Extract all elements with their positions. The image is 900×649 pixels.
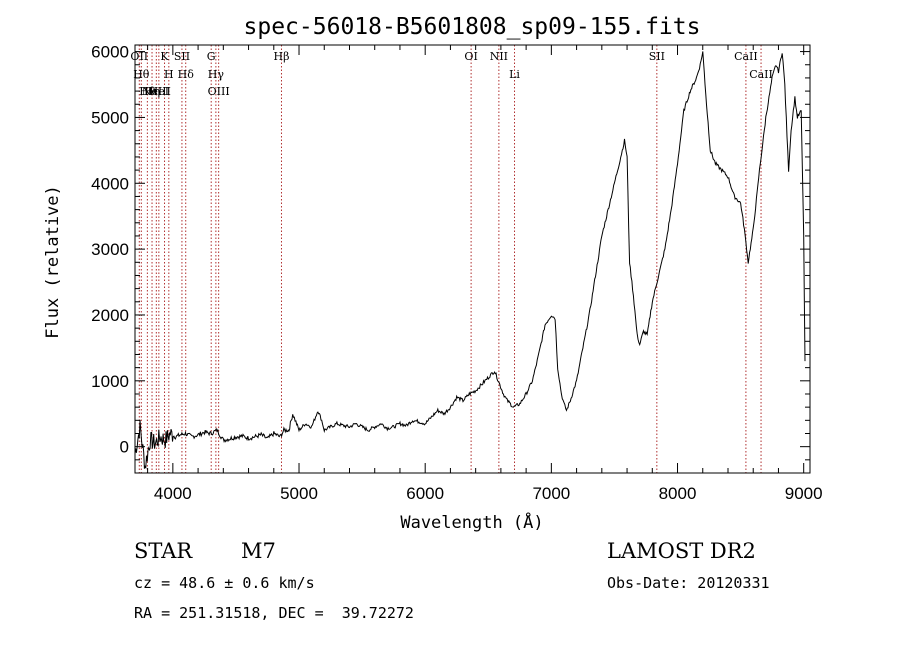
spectrum-line bbox=[134, 51, 806, 470]
spectral-line-markers bbox=[138, 45, 762, 473]
y-tick-label-5: 5000 bbox=[91, 108, 129, 127]
spectral-subclass: M7 bbox=[241, 539, 276, 563]
line-label-9: Hδ bbox=[178, 68, 195, 81]
y-tick-label-3: 3000 bbox=[91, 240, 129, 259]
x-tick-label-5: 9000 bbox=[785, 484, 823, 503]
line-label-13: Hβ bbox=[274, 50, 290, 63]
line-label-17: SII bbox=[649, 50, 665, 63]
x-tick-label-4: 8000 bbox=[659, 484, 697, 503]
observation-date: Obs-Date: 20120331 bbox=[607, 574, 770, 592]
y-tick-label-0: 0 bbox=[120, 438, 129, 457]
line-label-6: K bbox=[160, 50, 169, 63]
object-type: STAR bbox=[134, 539, 193, 563]
survey-name: LAMOST DR2 bbox=[607, 539, 756, 563]
y-tick-label-2: 2000 bbox=[91, 306, 129, 325]
redshift-velocity: cz = 48.6 ± 0.6 km/s bbox=[134, 574, 315, 592]
chart-title: spec-56018-B5601808_sp09-155.fits bbox=[244, 14, 701, 40]
y-tick-label-6: 6000 bbox=[91, 43, 129, 62]
x-tick-label-1: 5000 bbox=[280, 484, 318, 503]
line-label-2: Hθ bbox=[139, 85, 156, 98]
line-label-19: CaII bbox=[749, 68, 773, 81]
line-label-7: H bbox=[164, 68, 174, 81]
y-axis-label: Flux (relative) bbox=[43, 185, 63, 339]
x-tick-label-3: 7000 bbox=[532, 484, 570, 503]
x-axis-label: Wavelength (Å) bbox=[400, 511, 543, 533]
plot-frame bbox=[134, 44, 811, 474]
line-label-10: G bbox=[207, 50, 216, 63]
line-label-18: CaII bbox=[734, 50, 758, 63]
line-label-11: Hγ bbox=[208, 68, 225, 81]
line-label-14: OI bbox=[464, 50, 477, 63]
coordinates: RA = 251.31518, DEC = 39.72272 bbox=[134, 604, 414, 622]
y-tick-label-1: 1000 bbox=[91, 372, 129, 391]
line-label-5: HeI bbox=[149, 85, 169, 98]
x-tick-label-0: 4000 bbox=[154, 484, 192, 503]
line-label-8: SII bbox=[174, 50, 190, 63]
line-label-4: NeIII bbox=[142, 85, 171, 98]
line-label-12: OIII bbox=[208, 85, 230, 98]
line-label-15: NII bbox=[490, 50, 508, 63]
line-label-16: Li bbox=[509, 68, 520, 81]
y-tick-label-4: 4000 bbox=[91, 174, 129, 193]
axis-ticks: 4000 5000 6000 7000 8000 9000 0 1000 2000 3000 400… bbox=[91, 43, 822, 503]
line-label-3: Hη bbox=[144, 85, 160, 98]
line-label-1: Hθ bbox=[133, 68, 150, 81]
x-tick-label-2: 6000 bbox=[406, 484, 444, 503]
